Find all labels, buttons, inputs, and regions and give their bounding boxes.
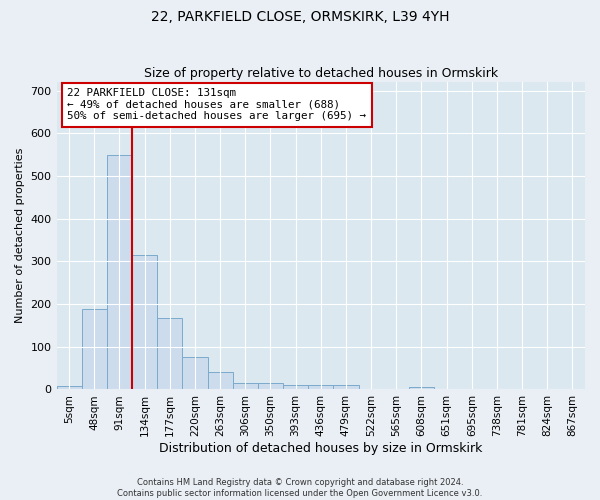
Text: Contains HM Land Registry data © Crown copyright and database right 2024.
Contai: Contains HM Land Registry data © Crown c… (118, 478, 482, 498)
Bar (308, 385, 334, 390)
Bar (258, 384, 283, 390)
Bar (409, 388, 434, 390)
Bar (182, 357, 208, 390)
Text: 22, PARKFIELD CLOSE, ORMSKIRK, L39 4YH: 22, PARKFIELD CLOSE, ORMSKIRK, L39 4YH (151, 10, 449, 24)
Text: 22 PARKFIELD CLOSE: 131sqm
← 49% of detached houses are smaller (688)
50% of sem: 22 PARKFIELD CLOSE: 131sqm ← 49% of deta… (67, 88, 366, 122)
Bar (334, 385, 359, 390)
Bar (132, 255, 157, 390)
Bar (56, 386, 82, 390)
Bar (208, 372, 233, 390)
Title: Size of property relative to detached houses in Ormskirk: Size of property relative to detached ho… (144, 66, 498, 80)
Y-axis label: Number of detached properties: Number of detached properties (15, 148, 25, 324)
Bar (107, 156, 132, 390)
Bar (233, 384, 258, 390)
Bar (82, 309, 107, 390)
Bar (283, 385, 308, 390)
Bar (157, 318, 182, 390)
X-axis label: Distribution of detached houses by size in Ormskirk: Distribution of detached houses by size … (159, 442, 482, 455)
